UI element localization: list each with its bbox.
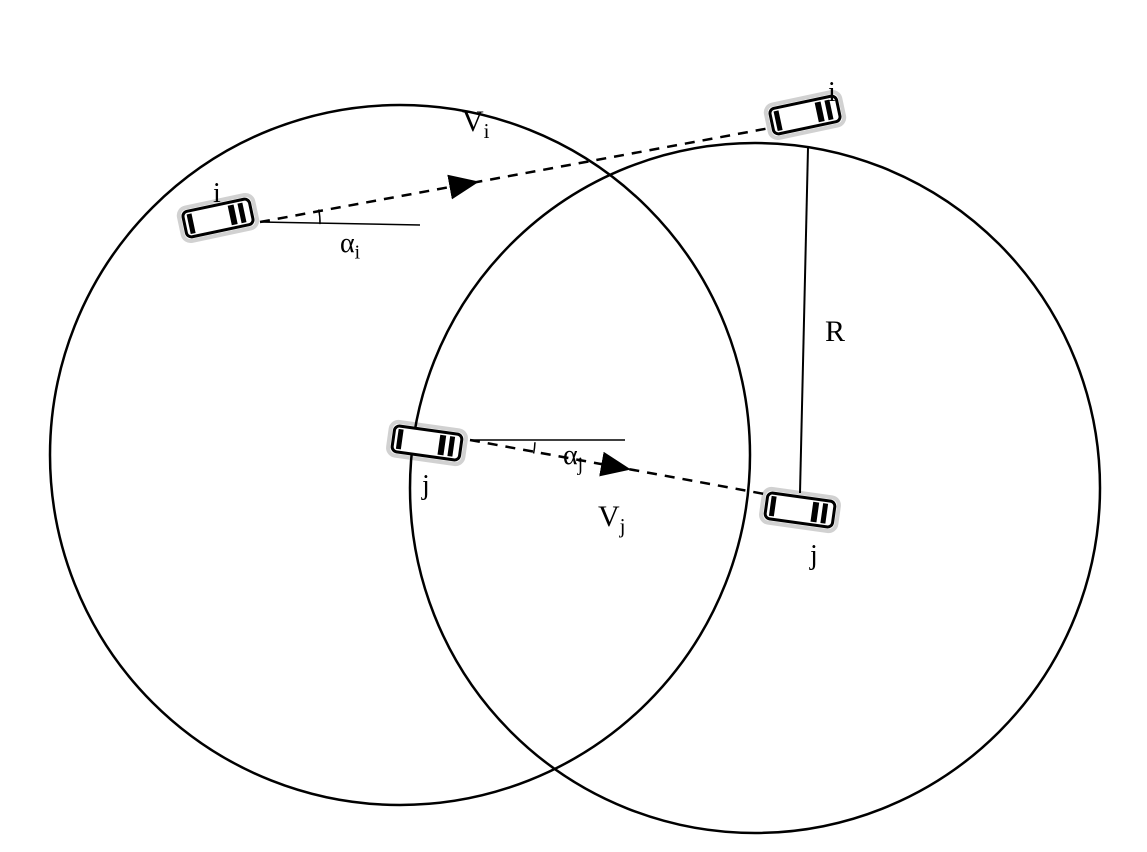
- label-j1: j: [422, 470, 430, 502]
- label-j2: j: [810, 540, 818, 572]
- range-circle: [410, 143, 1100, 833]
- vehicle-icon: [387, 421, 467, 465]
- angle-ref-line: [260, 222, 420, 225]
- label-i2: i: [828, 77, 836, 109]
- label-main: V: [462, 105, 484, 138]
- velocity-arrowhead: [620, 468, 626, 469]
- label-sub: j: [620, 514, 626, 538]
- label-sub: i: [484, 119, 490, 143]
- velocity-arrowhead: [464, 183, 474, 185]
- label-i1: i: [213, 178, 221, 210]
- label-main: α: [340, 228, 355, 259]
- label-Vi: Vi: [462, 105, 490, 144]
- angle-arc: [534, 442, 535, 453]
- label-main: α: [563, 440, 578, 471]
- radius-line: [800, 148, 808, 493]
- label-Vj: Vj: [598, 500, 626, 539]
- velocity-vector: [260, 128, 770, 222]
- label-ai: αi: [340, 228, 360, 265]
- label-sub: i: [355, 243, 360, 264]
- label-main: V: [598, 500, 620, 533]
- label-R: R: [825, 315, 845, 349]
- vehicle-icon: [760, 488, 840, 532]
- diagram-canvas: [0, 0, 1147, 852]
- label-sub: j: [578, 455, 583, 476]
- label-aj: αj: [563, 440, 583, 477]
